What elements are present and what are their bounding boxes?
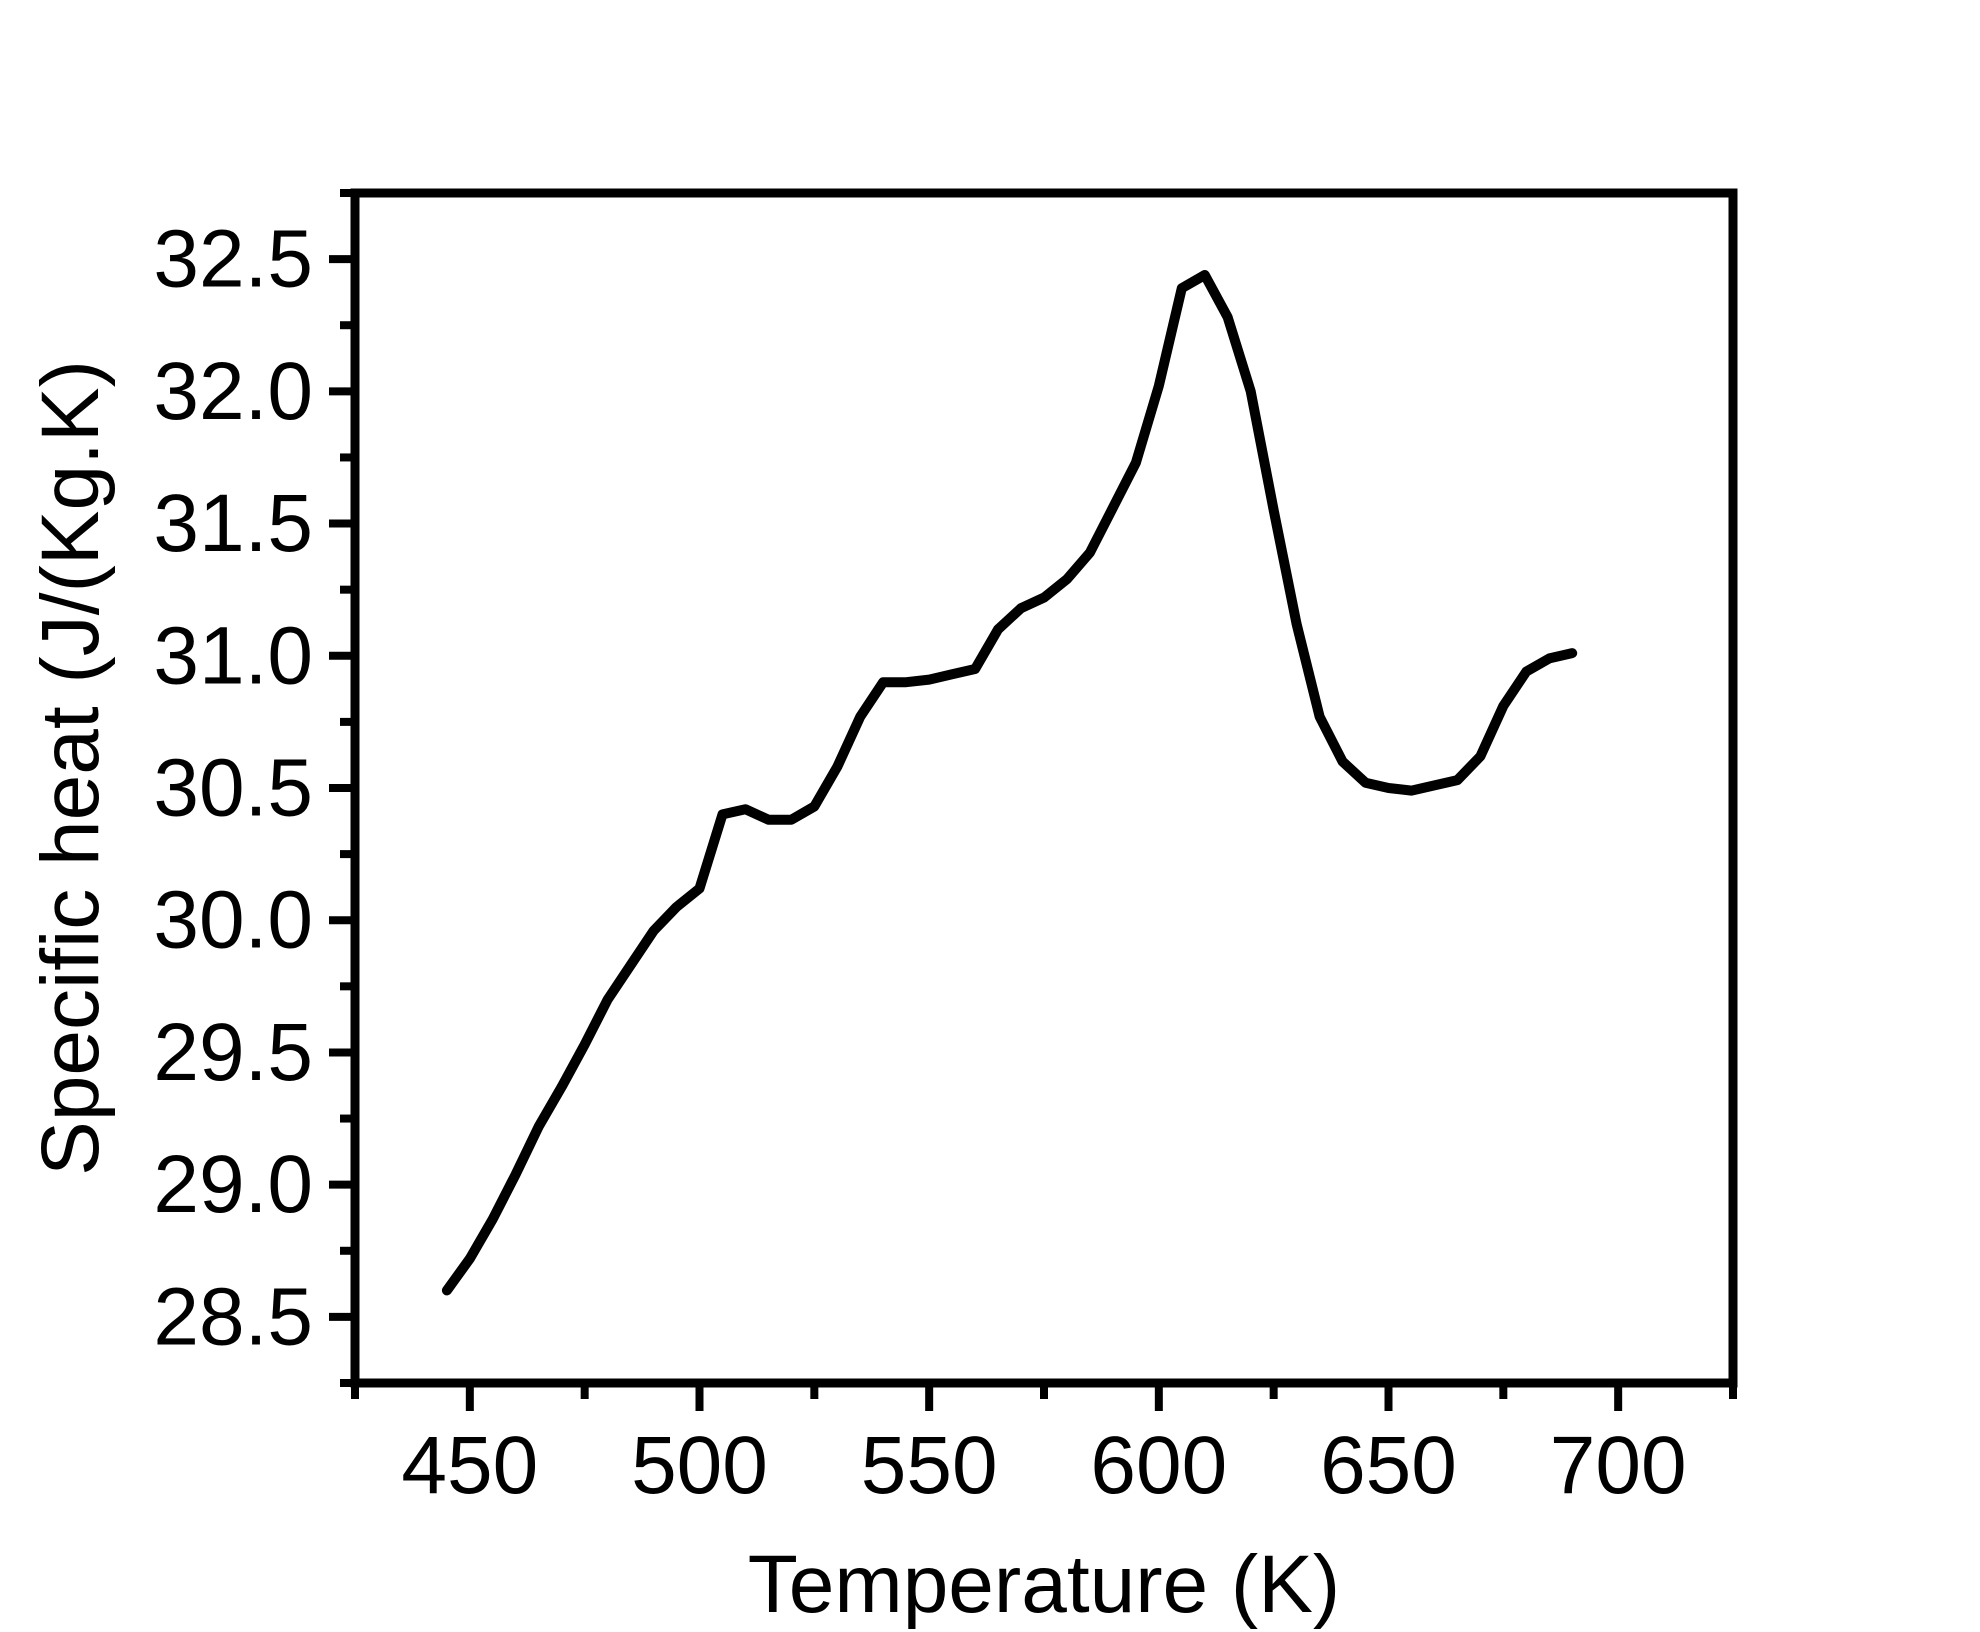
plot-frame (350, 188, 1738, 1388)
y-tick-label: 31.5 (153, 478, 313, 569)
y-tick-label: 29.0 (153, 1139, 313, 1230)
x-axis-title: Temperature (K) (748, 1539, 1340, 1630)
y-tick-label: 29.5 (153, 1007, 313, 1098)
x-axis-ticks: 450 500 550 600 650 700 (351, 1383, 1737, 1511)
y-tick-label: 31.0 (153, 610, 313, 701)
x-tick-label: 600 (1090, 1420, 1227, 1511)
series-line (441, 270, 1578, 1296)
x-tick-label: 450 (401, 1420, 538, 1511)
x-tick-label: 550 (861, 1420, 998, 1511)
y-axis-ticks: 28.5 29.0 29.5 30.0 30.5 31.0 31.5 32.0 32.5 (153, 189, 355, 1387)
x-tick-label: 500 (631, 1420, 768, 1511)
x-tick-label: 700 (1550, 1420, 1687, 1511)
series-layer (441, 270, 1578, 1296)
y-tick-label: 32.0 (153, 346, 313, 437)
x-tick-label: 650 (1320, 1420, 1457, 1511)
y-tick-label: 30.0 (153, 875, 313, 966)
y-tick-label: 28.5 (153, 1271, 313, 1362)
y-tick-label: 32.5 (153, 214, 313, 305)
y-tick-label: 30.5 (153, 743, 313, 834)
y-axis-title: Specific heat (J/(Kg.K) (25, 360, 116, 1176)
